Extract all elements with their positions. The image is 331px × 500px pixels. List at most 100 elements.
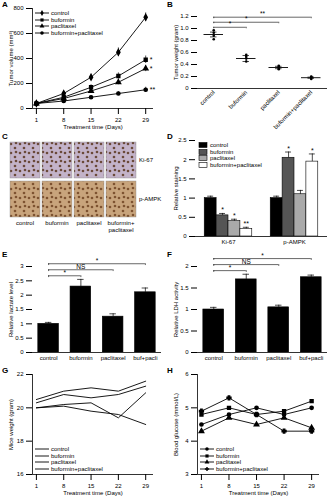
svg-text:0: 0 [20,349,24,355]
svg-text:2: 2 [185,263,189,269]
svg-text:*: * [229,20,232,27]
svg-text:22: 22 [115,483,122,489]
svg-text:1: 1 [20,321,24,327]
svg-text:Treatment time (Days): Treatment time (Days) [63,124,122,130]
svg-text:p-AMPK: p-AMPK [283,239,305,245]
svg-text:800: 800 [13,5,24,11]
svg-text:paclitaxel: paclitaxel [101,355,126,361]
svg-text:*: * [261,252,264,259]
svg-text:6: 6 [185,371,189,377]
svg-text:29: 29 [142,117,149,123]
svg-text:0: 0 [185,349,189,355]
svg-text:8: 8 [62,483,66,489]
svg-text:0: 0 [20,105,24,111]
svg-text:400: 400 [13,55,24,61]
svg-text:1: 1 [200,483,204,489]
svg-text:0.2: 0.2 [180,73,189,79]
svg-text:3: 3 [20,263,24,269]
svg-text:p-AMPK: p-AMPK [139,196,161,202]
svg-text:NS: NS [76,262,86,270]
svg-text:22: 22 [17,371,24,377]
svg-text:200: 200 [13,80,24,86]
svg-text:Treatment time (Days): Treatment time (Days) [229,490,288,496]
svg-text:control: control [199,89,216,106]
html-text:buformin+paclitaxel: buformin+paclitaxel [51,29,103,36]
svg-text:Blood glucose (mmol/L): Blood glucose (mmol/L) [173,393,179,456]
svg-text:8: 8 [62,117,66,123]
svg-text:4: 4 [185,438,189,444]
svg-text:buf+pacli: buf+pacli [299,355,323,361]
svg-text:**: ** [244,220,250,227]
svg-text:buformin: buformin [45,220,68,226]
svg-text:1: 1 [183,195,187,201]
svg-text:1.5: 1.5 [180,285,189,291]
svg-text:paclitaxel: paclitaxel [76,220,101,226]
svg-text:**: ** [150,86,156,93]
svg-text:1: 1 [35,117,39,123]
svg-text:1: 1 [35,483,39,489]
svg-text:Ki-67: Ki-67 [221,239,236,245]
svg-text:NS: NS [241,257,251,265]
svg-text:16: 16 [17,471,24,477]
svg-text:Treatment time (Days): Treatment time (Days) [63,490,122,496]
svg-text:1.5: 1.5 [15,306,24,312]
svg-text:Ki-67: Ki-67 [139,157,154,163]
svg-text:1: 1 [185,306,189,312]
svg-text:*: * [150,65,153,72]
svg-text:18: 18 [17,438,24,444]
svg-text:buformin+paclitaxel: buformin+paclitaxel [272,89,313,130]
svg-text:*: * [96,257,99,264]
svg-text:22: 22 [281,483,288,489]
svg-text:29: 29 [142,483,149,489]
svg-text:buf+pacli: buf+pacli [133,355,157,361]
svg-text:15: 15 [253,483,260,489]
svg-text:2: 2 [183,157,187,163]
svg-text:2: 2 [20,292,24,298]
svg-text:*: * [233,212,236,219]
svg-text:600: 600 [13,30,24,36]
svg-text:Tumor weight (gram): Tumor weight (gram) [173,25,179,80]
svg-text:*: * [311,147,314,154]
svg-text:0: 0 [183,233,187,239]
svg-text:buformin: buformin [235,355,258,361]
svg-text:8: 8 [227,483,231,489]
svg-text:control: control [205,355,223,361]
svg-text:3: 3 [185,471,189,477]
svg-text:*: * [221,206,224,213]
svg-text:*: * [245,15,248,22]
svg-text:2.5: 2.5 [178,137,187,143]
svg-text:15: 15 [88,483,95,489]
svg-text:paclitaxel: paclitaxel [259,89,281,111]
svg-text:buformin: buformin [228,89,249,110]
svg-text:buformin+paclitaxel: buformin+paclitaxel [108,220,135,233]
svg-text:Tumor volume (mm³): Tumor volume (mm³) [8,31,14,87]
svg-text:1.0: 1.0 [180,25,189,31]
svg-text:29: 29 [308,483,315,489]
svg-text:Relative staining: Relative staining [173,166,179,210]
svg-text:5: 5 [185,405,189,411]
svg-text:Relative LDH activity: Relative LDH activity [173,282,179,337]
svg-text:Relative lactate level: Relative lactate level [8,282,14,337]
svg-text:0.4: 0.4 [180,61,189,67]
svg-text:22: 22 [115,117,122,123]
svg-text:2.5: 2.5 [15,278,24,284]
svg-text:0.5: 0.5 [180,328,189,334]
svg-text:control: control [16,220,34,226]
html-text:buformin: buformin [51,16,75,23]
svg-text:buformin: buformin [69,355,92,361]
svg-text:1.2: 1.2 [180,13,189,19]
svg-text:20: 20 [17,405,24,411]
svg-text:0.5: 0.5 [178,214,187,220]
svg-text:0.8: 0.8 [180,37,189,43]
svg-text:**: ** [260,10,266,17]
svg-text:0.6: 0.6 [180,49,189,55]
svg-text:paclitaxel: paclitaxel [266,355,291,361]
svg-text:Mice weight (gram): Mice weight (gram) [8,399,14,450]
svg-text:*: * [150,56,153,63]
svg-text:0: 0 [185,85,189,91]
svg-text:0.5: 0.5 [15,335,24,341]
svg-text:1.5: 1.5 [178,176,187,182]
svg-text:15: 15 [88,117,95,123]
svg-text:control: control [40,355,58,361]
svg-text:*: * [287,145,290,152]
